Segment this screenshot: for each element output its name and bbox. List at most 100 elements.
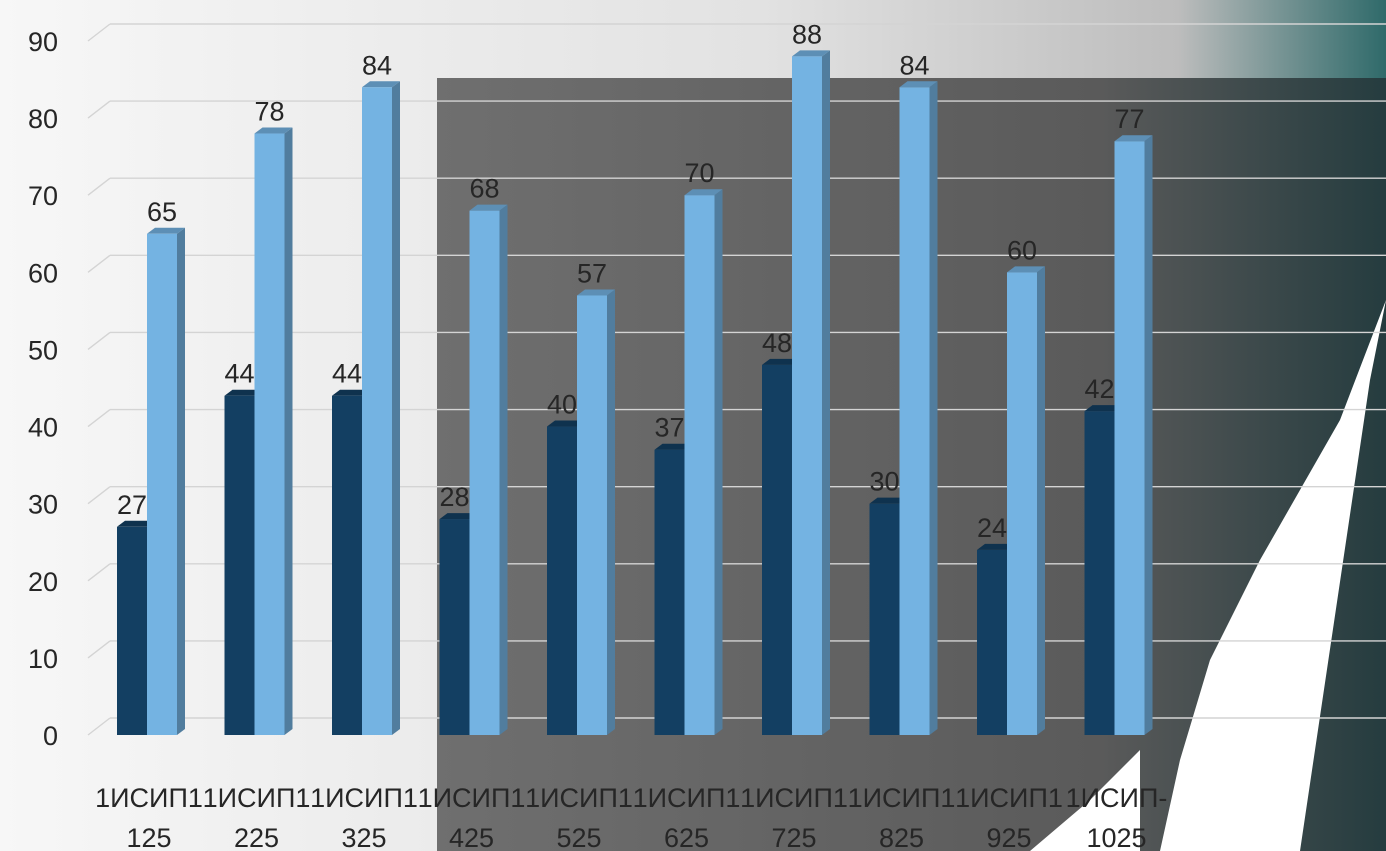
gridline (87, 331, 111, 350)
bar-side (822, 50, 830, 735)
x-tick-label: 925 (986, 823, 1031, 851)
bar-top (762, 358, 800, 365)
y-tick-label: 40 (28, 413, 58, 443)
x-tick-label: 725 (771, 823, 816, 851)
data-label: 44 (332, 359, 362, 389)
bar (362, 87, 392, 736)
gridlines (87, 23, 1386, 736)
gridline (87, 640, 111, 659)
bar-top (1084, 405, 1123, 412)
data-label: 42 (1084, 374, 1114, 404)
data-label: 44 (224, 359, 254, 389)
x-tick-label: 825 (879, 823, 924, 851)
data-label: 57 (577, 258, 607, 288)
data-label: 48 (762, 328, 792, 358)
bar (1114, 141, 1145, 735)
bar-side (177, 227, 185, 735)
background-white-curve (1030, 750, 1140, 851)
bar (654, 449, 685, 735)
x-tick-label: 525 (556, 823, 601, 851)
x-tick-label: 1ИСИП1 (955, 783, 1063, 813)
x-tick-label: 1ИСИП1 (203, 783, 311, 813)
gridline (87, 486, 111, 505)
bar (977, 549, 1007, 735)
background-white-wave (1160, 300, 1386, 851)
data-label: 77 (1114, 104, 1144, 134)
x-tick-label: 325 (341, 823, 386, 851)
bar-top (117, 520, 155, 527)
bar (469, 210, 500, 736)
bar-top (224, 389, 263, 396)
bar (547, 426, 577, 735)
data-label: 68 (469, 174, 499, 204)
bar-top (254, 127, 293, 134)
data-label: 60 (1007, 235, 1037, 265)
bar-side (284, 127, 293, 736)
y-tick-label: 10 (28, 644, 58, 674)
data-label: 65 (147, 197, 177, 227)
x-tick-label: 1ИСИП1 (740, 783, 848, 813)
x-tick-label: 1ИСИП1 (418, 783, 526, 813)
gridline (87, 254, 111, 273)
data-label: 27 (117, 490, 147, 520)
bar (869, 503, 900, 735)
bar-top (439, 513, 478, 520)
gridline (87, 409, 111, 428)
data-label: 30 (869, 467, 899, 497)
bar-top (469, 204, 508, 211)
x-tick-label: 125 (126, 823, 171, 851)
bar-top (1007, 266, 1045, 273)
bar (577, 295, 607, 735)
x-tick-label: 1ИСИП- (1066, 783, 1168, 813)
bar-top (684, 189, 723, 196)
data-label: 28 (439, 482, 469, 512)
gridline (87, 563, 111, 582)
x-tick-label: 1ИСИП1 (848, 783, 956, 813)
bar (439, 519, 470, 735)
bar-side (929, 81, 938, 736)
bar-top (147, 227, 185, 234)
bar-top (332, 389, 370, 396)
bar-top (977, 543, 1015, 550)
data-label: 37 (654, 413, 684, 443)
data-label: 78 (254, 97, 284, 127)
bar-side (1144, 135, 1153, 735)
gridline (87, 23, 111, 42)
bar (254, 133, 285, 736)
data-label: 70 (684, 158, 714, 188)
bar-top (899, 81, 938, 88)
bar-top (869, 497, 908, 504)
bar (117, 526, 147, 735)
x-tick-label: 225 (234, 823, 279, 851)
y-tick-label: 30 (28, 490, 58, 520)
x-tick-label: 1ИСИП1 (310, 783, 418, 813)
bar-top (362, 81, 400, 88)
y-axis: 0 10 20 30 40 50 60 70 80 90 (28, 27, 58, 751)
gridline (87, 177, 111, 196)
x-tick-label: 1025 (1086, 823, 1146, 851)
bar-top (577, 289, 615, 296)
x-axis: 1ИСИП1 125 1ИСИП1 225 1ИСИП1 325 1ИСИП1 425 1ИСИ… (95, 783, 1167, 851)
data-label: 84 (899, 50, 929, 80)
bar (899, 87, 930, 736)
bar (792, 56, 822, 735)
bar (762, 364, 792, 735)
x-tick-label: 1ИСИП1 (95, 783, 203, 813)
bar (147, 233, 177, 735)
bar (1084, 411, 1115, 735)
x-tick-label: 1ИСИП1 (525, 783, 633, 813)
bar-side (1037, 266, 1045, 735)
data-labels: 27 65 44 78 44 84 28 68 40 57 37 70 48 88 30 84 24 60 42 77 (117, 19, 1145, 543)
bar-side (392, 81, 400, 736)
y-tick-label: 20 (28, 567, 58, 597)
bar-side (714, 189, 723, 735)
y-tick-label: 0 (43, 721, 58, 751)
data-label: 84 (362, 50, 392, 80)
data-label: 88 (792, 19, 822, 49)
bar (1007, 272, 1037, 735)
bar-top (654, 443, 693, 450)
bar-top (547, 420, 585, 427)
bar-side (499, 204, 508, 736)
bar (224, 395, 255, 735)
